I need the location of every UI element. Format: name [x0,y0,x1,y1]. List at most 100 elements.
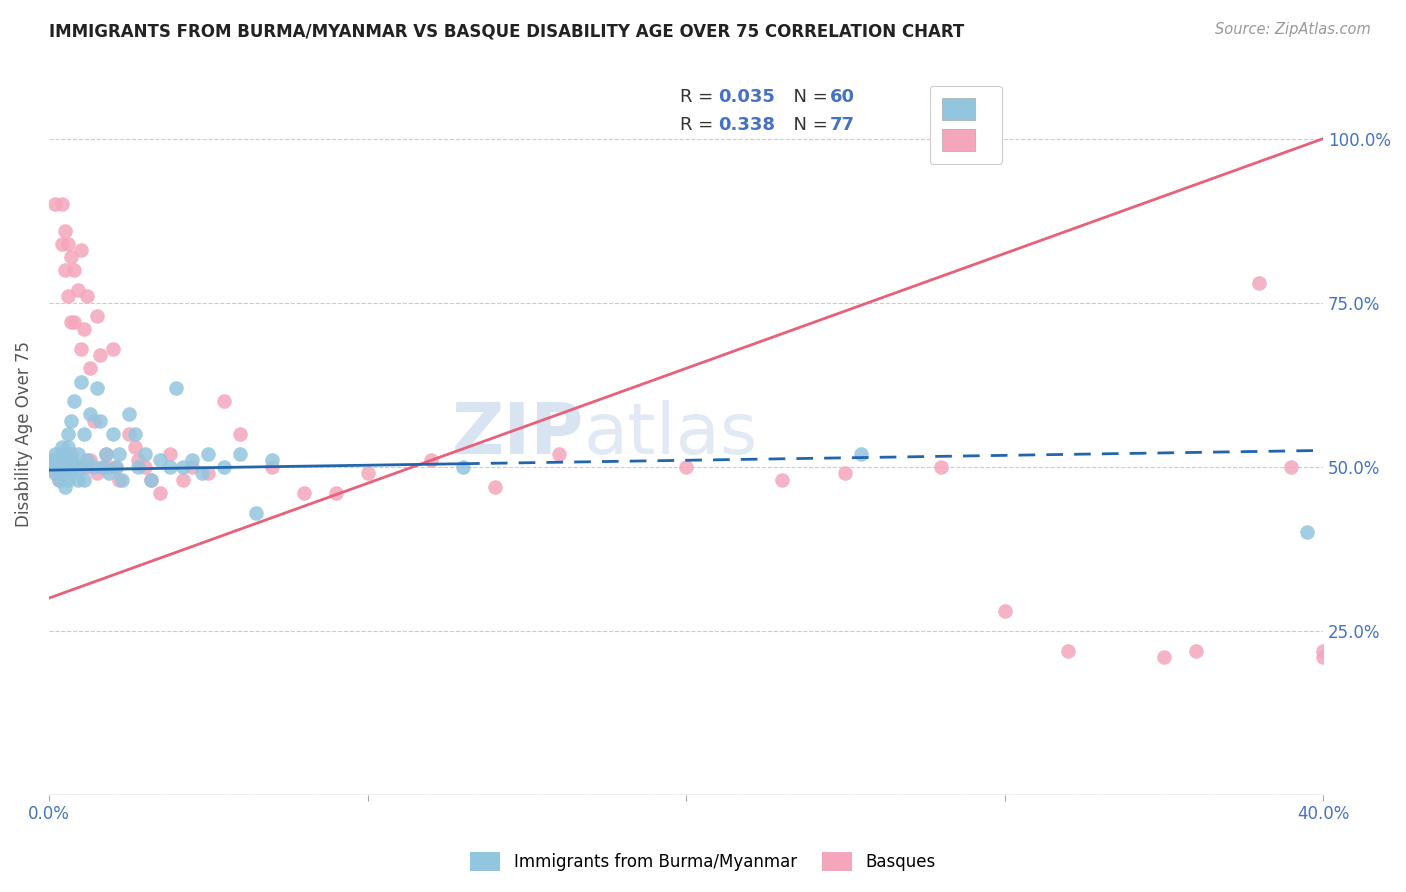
Point [69,375,91,389]
Point [69,459,91,474]
Point [86,467,108,481]
Point [165,381,187,395]
Text: atlas: atlas [583,400,758,468]
Point [56,459,79,474]
Point [60,447,83,461]
Point [96,447,118,461]
Point [134,459,156,474]
Point [89,414,111,428]
Point [149,486,172,500]
Point [66,459,89,474]
Point [63,315,86,329]
Point [101,342,124,356]
Point [69,342,91,356]
Point [117,407,139,421]
Point [260,453,283,467]
Point [994,604,1017,618]
Point [76,453,98,467]
Text: IMMIGRANTS FROM BURMA/MYANMAR VS BASQUE DISABILITY AGE OVER 75 CORRELATION CHART: IMMIGRANTS FROM BURMA/MYANMAR VS BASQUE … [49,22,965,40]
Point [420,453,443,467]
Point [48,473,70,487]
Point [48,447,70,461]
Point [1312,650,1334,665]
Point [1312,643,1334,657]
Point [79,453,101,467]
Point [229,447,252,461]
Point [69,244,91,258]
Point [60,453,83,467]
Point [44,459,66,474]
Point [56,427,79,442]
Point [73,322,96,336]
Point [547,447,569,461]
Point [86,309,108,323]
Legend: Immigrants from Burma/Myanmar, Basques: Immigrants from Burma/Myanmar, Basques [463,843,943,880]
Point [53,479,76,493]
Point [41,459,63,474]
Point [51,197,73,211]
Point [89,348,111,362]
Text: ZIP: ZIP [451,400,583,468]
Point [181,459,204,474]
Point [51,459,73,474]
Point [86,381,108,395]
Point [53,459,76,474]
Point [1057,643,1080,657]
Point [929,459,952,474]
Text: R =: R = [679,116,718,134]
Text: 60: 60 [830,87,855,106]
Point [229,427,252,442]
Point [63,459,86,474]
Point [73,427,96,442]
Point [108,473,131,487]
Point [44,197,66,211]
Point [63,394,86,409]
Point [48,459,70,474]
Point [41,453,63,467]
Point [134,447,156,461]
Point [1249,276,1271,290]
Point [197,467,219,481]
Point [172,459,194,474]
Point [245,506,267,520]
Point [53,223,76,237]
Point [73,473,96,487]
Point [56,459,79,474]
Point [197,447,219,461]
Point [101,427,124,442]
Point [356,467,378,481]
Point [451,459,474,474]
Point [53,263,76,277]
Text: R =: R = [679,87,718,106]
Point [69,459,91,474]
Point [1296,525,1319,540]
Point [60,250,83,264]
Point [56,473,79,487]
Point [51,236,73,251]
Point [98,467,121,481]
Point [60,315,83,329]
Point [117,427,139,442]
Point [44,447,66,461]
Text: N =: N = [782,87,834,106]
Point [139,473,162,487]
Point [63,263,86,277]
Point [181,453,204,467]
Point [1153,650,1175,665]
Point [127,459,149,474]
Point [260,459,283,474]
Text: Source: ZipAtlas.com: Source: ZipAtlas.com [1215,22,1371,37]
Text: 0.338: 0.338 [718,116,775,134]
Text: N =: N = [782,116,834,134]
Point [98,459,121,474]
Point [212,459,235,474]
Point [83,414,105,428]
Point [159,459,181,474]
Point [83,459,105,474]
Point [56,440,79,454]
Point [79,361,101,376]
Point [91,459,114,474]
Point [1184,643,1206,657]
Point [191,467,214,481]
Point [292,486,315,500]
